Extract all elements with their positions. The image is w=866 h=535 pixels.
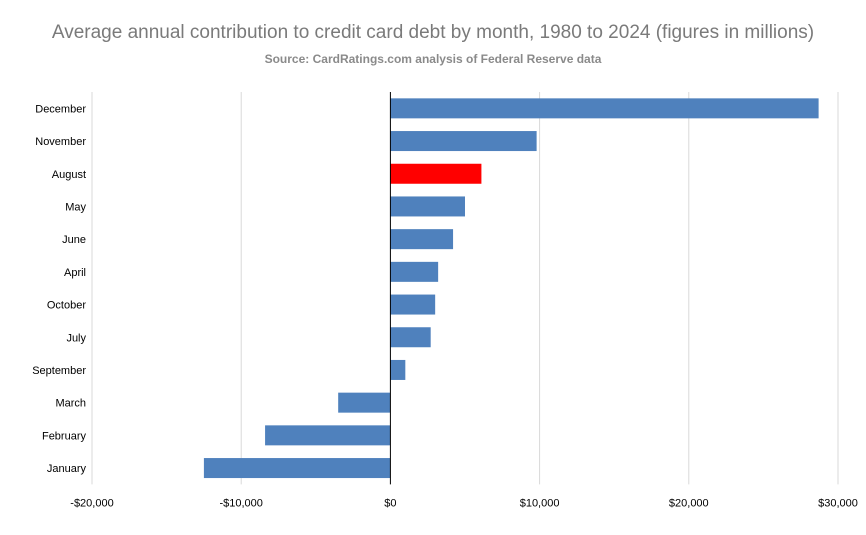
- bar-october: [390, 294, 436, 315]
- category-label-january: January: [47, 463, 87, 475]
- bar-september: [390, 359, 406, 380]
- bars: [203, 98, 819, 479]
- chart-subtitle: Source: CardRatings.com analysis of Fede…: [264, 52, 602, 66]
- bar-march: [338, 392, 391, 413]
- category-label-december: December: [35, 103, 86, 115]
- category-label-april: April: [64, 267, 86, 279]
- category-labels: December November August May June April Octobe…: [32, 103, 86, 475]
- bar-january: [203, 458, 391, 479]
- x-tick-label: $20,000: [669, 497, 709, 509]
- bar-november: [390, 131, 537, 152]
- gridlines: [91, 92, 839, 485]
- bar-december: [390, 98, 819, 119]
- bar-april: [390, 261, 439, 282]
- x-tick-label: $10,000: [520, 497, 560, 509]
- category-label-may: May: [65, 201, 86, 213]
- x-tick-label: $30,000: [818, 497, 858, 509]
- bar-july: [390, 327, 431, 348]
- bar-august: [390, 163, 482, 184]
- category-label-june: June: [62, 234, 86, 246]
- category-label-july: July: [66, 332, 86, 344]
- category-label-august: August: [52, 169, 86, 181]
- category-label-october: October: [47, 300, 86, 312]
- category-label-november: November: [35, 136, 86, 148]
- category-label-march: March: [55, 398, 86, 410]
- x-axis-tick-labels: -$20,000 -$10,000 $0 $10,000 $20,000 $30,000: [70, 497, 858, 509]
- x-tick-label: $0: [384, 497, 396, 509]
- bar-february: [265, 425, 391, 446]
- bar-june: [390, 229, 454, 250]
- x-tick-label: -$10,000: [219, 497, 262, 509]
- category-label-september: September: [32, 365, 86, 377]
- chart-title: Average annual contribution to credit ca…: [51, 22, 815, 43]
- x-tick-label: -$20,000: [70, 497, 113, 509]
- category-label-february: February: [42, 430, 87, 442]
- bar-may: [390, 196, 465, 217]
